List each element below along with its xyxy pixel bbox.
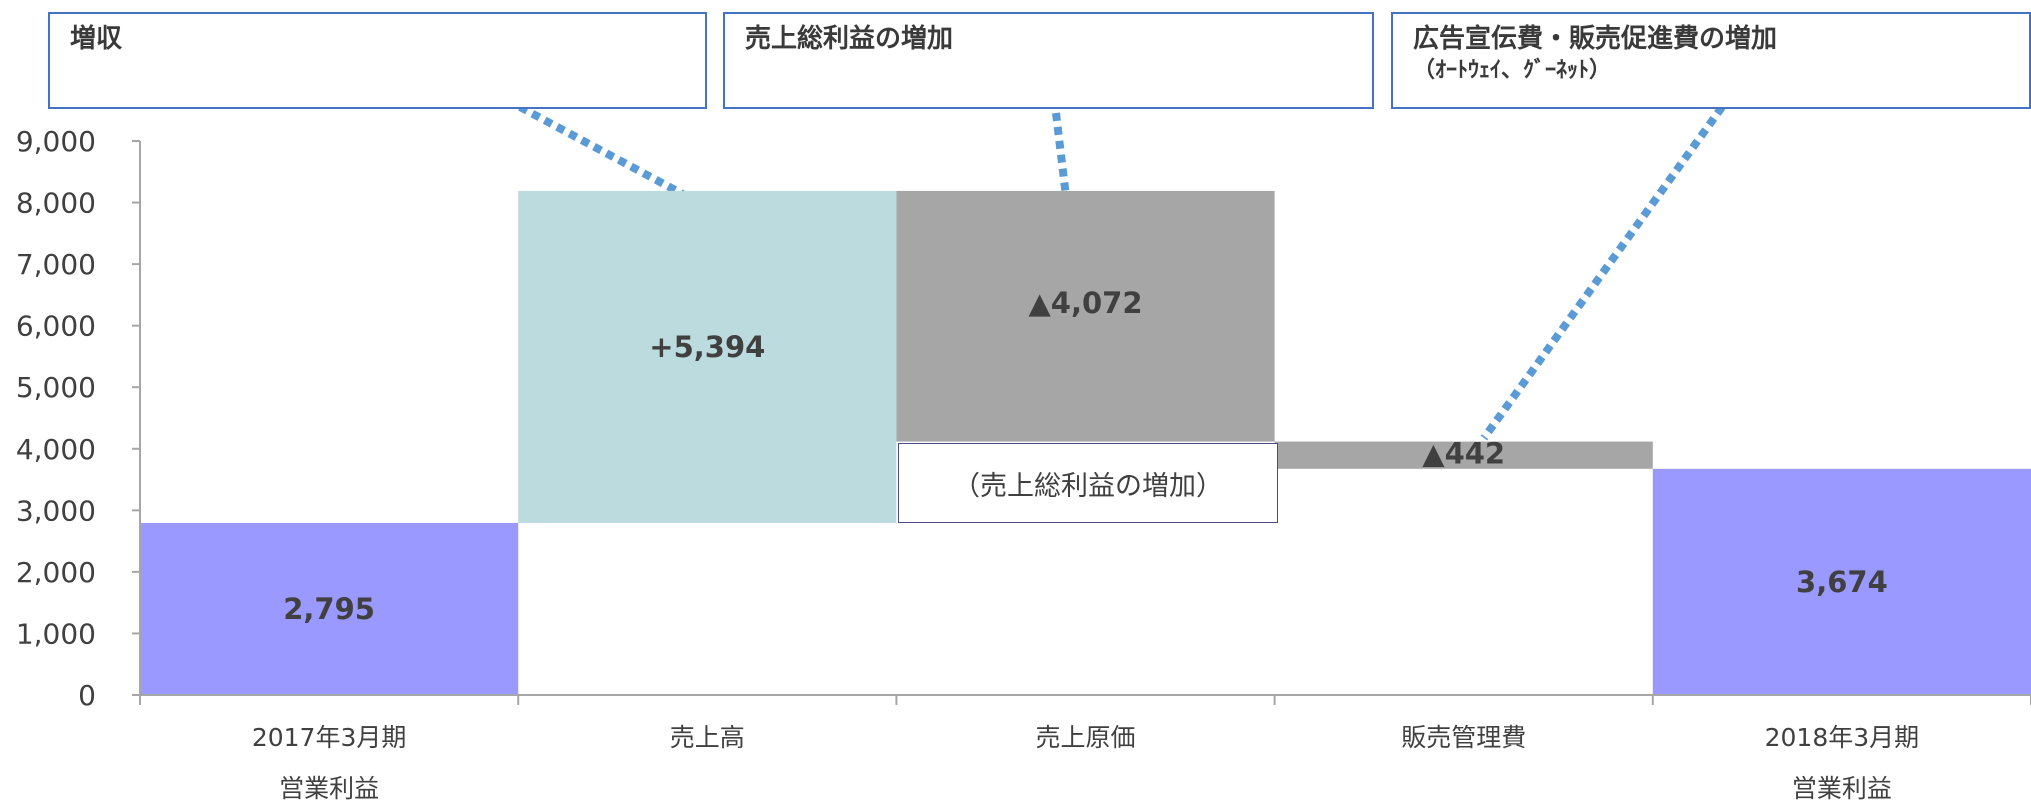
y-tick-label-3: 3,000 (16, 494, 96, 527)
data-label-4: ▲442 (1422, 437, 1505, 471)
y-tick-label-6: 6,000 (16, 310, 96, 343)
x-category-label-2-1: 売上高 (670, 723, 745, 752)
leader-lines (518, 103, 1726, 441)
data-labels: 2,795 +5,394 ▲4,072 ▲442 3,674 (283, 286, 1888, 626)
callout-ad-cost-up-subtitle: （ｵｰﾄｳｪｲ、ｸﾞｰﾈｯﾄ） (1413, 58, 1612, 83)
x-category-label-5-1: 2018年3月期 (1765, 723, 1920, 752)
bar-4 (1274, 441, 1653, 469)
gross-profit-box: （売上総利益の増加） (898, 443, 1278, 523)
leader-line-gross-profit (1052, 112, 1071, 206)
y-tick-label-0: 0 (78, 679, 96, 712)
callout-ad-cost-up: 広告宣伝費・販売促進費の増加 （ｵｰﾄｳｪｲ、ｸﾞｰﾈｯﾄ） (1391, 12, 2031, 109)
bar-3 (896, 190, 1275, 442)
y-tick-label-4: 4,000 (16, 433, 96, 466)
data-label-3: ▲4,072 (1028, 286, 1142, 320)
y-tick-label-9: 9,000 (16, 125, 96, 158)
x-category-label-5-2: 営業利益 (1792, 774, 1892, 801)
bars (140, 190, 2031, 695)
y-tick-label-1: 1,000 (16, 617, 96, 650)
callout-gross-profit-up: 売上総利益の増加 (723, 12, 1374, 109)
bar-5 (1652, 468, 2031, 695)
callout-revenue-up: 増収 (48, 12, 707, 109)
y-tick-label-5: 5,000 (16, 371, 96, 404)
callout-gross-profit-up-title: 売上総利益の増加 (745, 24, 954, 54)
y-tick-label-7: 7,000 (16, 248, 96, 281)
x-category-label-3-1: 売上原価 (1035, 723, 1135, 752)
data-label-1: 2,795 (283, 592, 375, 626)
data-label-5: 3,674 (1796, 565, 1888, 599)
data-label-2: +5,394 (649, 330, 765, 364)
bar-2 (518, 190, 897, 523)
callout-revenue-up-title: 増収 (70, 24, 123, 54)
y-tick-label-2: 2,000 (16, 556, 96, 589)
x-category-label-4-1: 販売管理費 (1401, 723, 1526, 752)
x-category-label-1-2: 営業利益 (279, 774, 379, 801)
x-category-label-1-1: 2017年3月期 (252, 723, 407, 752)
leader-line-ad-cost (1480, 104, 1726, 441)
leader-line-revenue (518, 103, 705, 209)
bar-1 (140, 522, 519, 695)
y-tick-label-8: 8,000 (16, 187, 96, 220)
axes: 0 1,000 2,000 3,000 4,000 5,000 6,000 7,000 8,00… (16, 125, 2031, 801)
callout-ad-cost-up-title: 広告宣伝費・販売促進費の増加 (1413, 24, 1778, 54)
